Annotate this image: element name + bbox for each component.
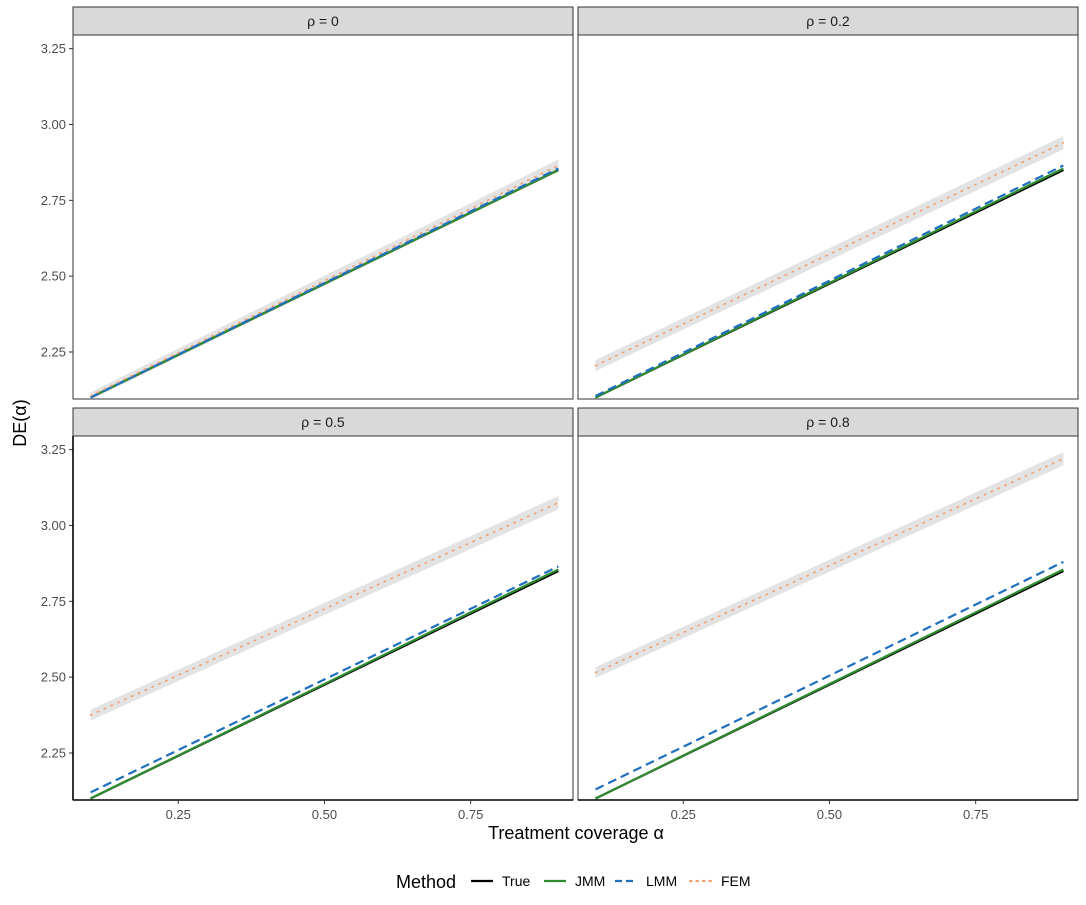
y-tick-label: 2.50 <box>41 269 66 284</box>
series-line-jmm <box>595 568 1064 800</box>
series-line-jmm <box>595 167 1064 399</box>
facet-panels: ρ = 0 ρ = 0.2 ρ = 0.5 ρ = 0.8 <box>72 6 1079 801</box>
plot-area <box>72 435 574 801</box>
facet-panel: ρ = 0.2 <box>577 6 1079 400</box>
legend-label-true: True <box>502 873 530 889</box>
confidence-band-fem <box>595 452 1064 679</box>
confidence-band-fem <box>90 496 559 721</box>
plot-area <box>577 435 1079 801</box>
series-group <box>89 496 560 800</box>
x-tick-label: 0.50 <box>312 807 337 822</box>
legend-entries: True JMM LMM FEM <box>471 873 751 889</box>
y-axis: 2.25 2.50 2.75 3.00 3.25 2.25 2.50 2.75 3.00 3.25 <box>41 41 73 760</box>
legend-title: Method <box>396 872 456 892</box>
y-tick-label: 3.25 <box>41 41 66 56</box>
strip-background <box>72 407 574 437</box>
series-line-lmm <box>90 167 559 399</box>
strip-label: ρ = 0.5 <box>301 414 345 430</box>
x-tick-label: 0.75 <box>963 807 988 822</box>
y-tick-label: 2.25 <box>41 344 66 359</box>
y-tick-label: 2.75 <box>41 594 66 609</box>
strip-background <box>72 6 574 36</box>
strip-label: ρ = 0.8 <box>806 414 850 430</box>
x-tick-label: 0.75 <box>458 807 483 822</box>
facet-panel: ρ = 0.5 <box>72 407 574 801</box>
legend-label-jmm: JMM <box>575 873 605 889</box>
x-tick-label: 0.50 <box>817 807 842 822</box>
series-line-fem <box>89 164 560 397</box>
plot-area <box>72 34 574 400</box>
legend-label-fem: FEM <box>721 873 751 889</box>
series-line-lmm <box>595 560 1064 791</box>
legend-label-lmm: LMM <box>646 873 677 889</box>
series-line-fem <box>594 457 1065 674</box>
y-tick-label: 2.50 <box>41 670 66 685</box>
y-tick-label: 3.25 <box>41 442 66 457</box>
plot-area <box>577 34 1079 400</box>
series-group <box>89 159 560 399</box>
x-axis-title: Treatment coverage α <box>488 823 664 843</box>
y-tick-label: 2.75 <box>41 193 66 208</box>
series-line-fem <box>89 501 560 716</box>
strip-background <box>577 407 1079 437</box>
legend: Method True JMM LMM FEM <box>396 872 751 892</box>
series-line-lmm <box>595 164 1064 397</box>
facet-panel: ρ = 0.8 <box>577 407 1079 801</box>
series-group <box>594 452 1065 800</box>
strip-label: ρ = 0 <box>307 13 339 29</box>
x-tick-label: 0.25 <box>671 807 696 822</box>
y-axis-title: DE(α) <box>10 399 30 446</box>
y-tick-label: 3.00 <box>41 117 66 132</box>
y-tick-label: 3.00 <box>41 518 66 533</box>
series-group <box>594 136 1065 399</box>
y-tick-label: 2.25 <box>41 745 66 760</box>
series-line-lmm <box>90 565 559 794</box>
x-axis: 0.25 0.50 0.75 0.25 0.50 0.75 <box>72 436 1078 822</box>
strip-label: ρ = 0.2 <box>806 13 850 29</box>
facet-panel: ρ = 0 <box>72 6 574 400</box>
series-line-jmm <box>90 568 559 800</box>
confidence-band-fem <box>595 136 1064 372</box>
x-tick-label: 0.25 <box>166 807 191 822</box>
strip-background <box>577 6 1079 36</box>
